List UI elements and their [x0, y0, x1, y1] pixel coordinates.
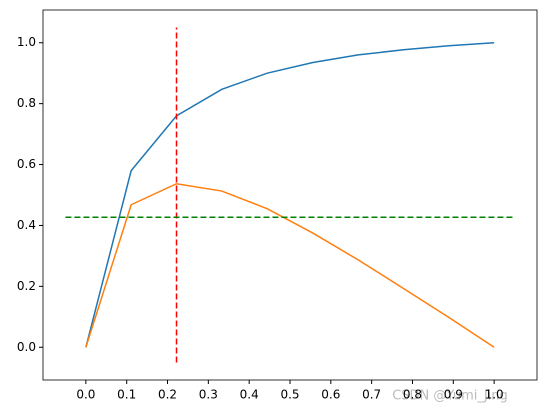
y-tick-label: 0.2 [17, 279, 36, 293]
x-tick-label: 0.3 [199, 388, 218, 402]
plot-frame [42, 9, 538, 381]
watermark: CSDN @Yumi_Jing [392, 389, 508, 404]
x-tick-label: 1.0 [485, 388, 504, 402]
x-tick-label: 0.9 [444, 388, 463, 402]
x-tick-label: 0.7 [362, 388, 381, 402]
series-line [85, 182, 495, 348]
x-tick-label: 0.1 [117, 388, 136, 402]
y-tick-label: 0.0 [17, 340, 36, 354]
x-tick-label: 0.5 [280, 388, 299, 402]
x-tick-label: 0.6 [321, 388, 340, 402]
x-tick-label: 0.0 [76, 388, 95, 402]
x-tick-label: 0.8 [403, 388, 422, 402]
series-line [85, 41, 495, 348]
x-tick-label: 0.2 [158, 388, 177, 402]
x-tick-label: 0.4 [240, 388, 259, 402]
y-tick-label: 1.0 [17, 35, 36, 49]
y-tick-label: 0.8 [17, 96, 36, 110]
y-tick-label: 0.6 [17, 157, 36, 171]
y-tick-label: 0.4 [17, 218, 36, 232]
